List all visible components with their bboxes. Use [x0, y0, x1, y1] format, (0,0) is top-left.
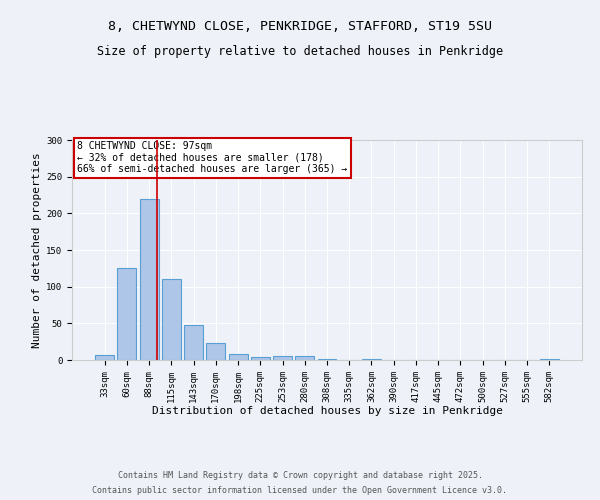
- Bar: [273, 356, 292, 360]
- Bar: [295, 356, 314, 360]
- X-axis label: Distribution of detached houses by size in Penkridge: Distribution of detached houses by size …: [151, 406, 503, 416]
- Bar: [140, 198, 158, 360]
- Bar: [540, 358, 559, 360]
- Bar: [362, 358, 381, 360]
- Text: 8, CHETWYND CLOSE, PENKRIDGE, STAFFORD, ST19 5SU: 8, CHETWYND CLOSE, PENKRIDGE, STAFFORD, …: [108, 20, 492, 33]
- Bar: [229, 354, 248, 360]
- Y-axis label: Number of detached properties: Number of detached properties: [32, 152, 42, 348]
- Bar: [184, 325, 203, 360]
- Bar: [251, 357, 270, 360]
- Text: Size of property relative to detached houses in Penkridge: Size of property relative to detached ho…: [97, 45, 503, 58]
- Bar: [95, 355, 114, 360]
- Bar: [118, 268, 136, 360]
- Text: Contains HM Land Registry data © Crown copyright and database right 2025.: Contains HM Land Registry data © Crown c…: [118, 471, 482, 480]
- Bar: [162, 280, 181, 360]
- Text: 8 CHETWYND CLOSE: 97sqm
← 32% of detached houses are smaller (178)
66% of semi-d: 8 CHETWYND CLOSE: 97sqm ← 32% of detache…: [77, 141, 347, 174]
- Text: Contains public sector information licensed under the Open Government Licence v3: Contains public sector information licen…: [92, 486, 508, 495]
- Bar: [206, 343, 225, 360]
